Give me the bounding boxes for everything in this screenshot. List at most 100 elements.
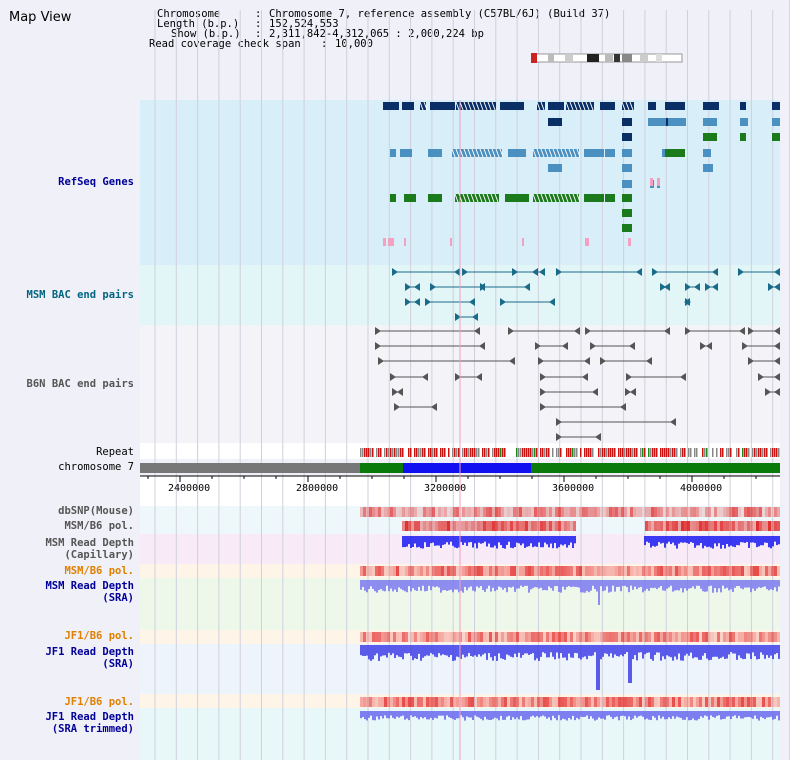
depth-bin xyxy=(368,645,370,660)
jf1-b6-pol-trim-label[interactable]: JF1/B6 pol. xyxy=(64,696,134,708)
polymorphism-bin xyxy=(375,566,378,576)
depth-bin xyxy=(744,645,746,659)
depth-bin xyxy=(686,536,688,543)
polymorphism-bin xyxy=(474,632,477,642)
repeat-element xyxy=(664,448,666,457)
ideogram-centromere xyxy=(531,53,537,63)
polymorphism-bin xyxy=(678,697,681,707)
b6n-bac-label[interactable]: B6N BAC end pairs xyxy=(26,378,134,390)
polymorphism-bin xyxy=(648,521,651,531)
polymorphism-bin xyxy=(705,521,708,531)
polymorphism-bin xyxy=(498,507,501,517)
refseq-genes-label[interactable]: RefSeq Genes xyxy=(58,176,134,188)
polymorphism-bin xyxy=(411,566,414,576)
depth-bin xyxy=(666,645,668,656)
polymorphism-bin xyxy=(642,566,645,576)
repeat-element xyxy=(694,448,696,457)
jf1-read-depth-sra-label[interactable]: JF1 Read Depth (SRA) xyxy=(45,646,134,670)
jf1-b6-pol-label[interactable]: JF1/B6 pol. xyxy=(64,630,134,642)
depth-bin xyxy=(412,645,414,661)
polymorphism-bin xyxy=(444,632,447,642)
polymorphism-bin xyxy=(711,507,714,517)
vertical-scrollbar[interactable] xyxy=(789,0,800,760)
depth-bin xyxy=(544,536,546,543)
gene-exon xyxy=(404,194,416,202)
repeat-element xyxy=(742,448,744,457)
depth-bin xyxy=(444,580,446,591)
jf1-read-depth-trim-label[interactable]: JF1 Read Depth (SRA trimmed) xyxy=(45,711,134,735)
polymorphism-bin xyxy=(603,566,606,576)
repeat-element xyxy=(370,448,372,457)
polymorphism-bin xyxy=(438,697,441,707)
gene-hatch xyxy=(621,101,626,111)
polymorphism-bin xyxy=(474,566,477,576)
depth-bin xyxy=(434,711,436,718)
depth-bin xyxy=(548,580,550,587)
msm-bac-label[interactable]: MSM BAC end pairs xyxy=(26,289,134,301)
polymorphism-bin xyxy=(588,507,591,517)
depth-bin xyxy=(726,580,728,588)
polymorphism-bin xyxy=(510,507,513,517)
depth-bin xyxy=(490,580,492,592)
depth-bin xyxy=(568,536,570,546)
depth-bin xyxy=(766,711,768,718)
polymorphism-bin xyxy=(543,632,546,642)
polymorphism-bin xyxy=(744,697,747,707)
polymorphism-bin xyxy=(444,507,447,517)
polymorphism-bin xyxy=(462,507,465,517)
depth-bin xyxy=(510,711,512,720)
depth-bin xyxy=(370,580,372,587)
polymorphism-bin xyxy=(684,507,687,517)
dbsnp-label[interactable]: dbSNP(Mouse) xyxy=(58,505,134,517)
bac-end xyxy=(375,327,381,335)
depth-bin xyxy=(702,711,704,718)
polymorphism-bin xyxy=(411,697,414,707)
ideogram-band xyxy=(614,54,620,62)
polymorphism-bin xyxy=(627,632,630,642)
polymorphism-bin xyxy=(486,632,489,642)
polymorphism-bin xyxy=(660,697,663,707)
repeat-element xyxy=(618,448,620,457)
polymorphism-bin xyxy=(597,566,600,576)
polymorphism-bin xyxy=(432,566,435,576)
bac-end xyxy=(476,373,482,381)
polymorphism-bin xyxy=(744,507,747,517)
depth-bin xyxy=(728,645,730,655)
polymorphism-bin xyxy=(714,632,717,642)
depth-bin xyxy=(542,536,544,548)
polymorphism-bin xyxy=(480,507,483,517)
depth-bin xyxy=(462,580,464,593)
depth-bin xyxy=(710,580,712,586)
polymorphism-bin xyxy=(732,521,735,531)
polymorphism-bin xyxy=(654,521,657,531)
repeat-element xyxy=(608,448,610,457)
polymorphism-bin xyxy=(591,697,594,707)
polymorphism-bin xyxy=(426,521,429,531)
repeat-element xyxy=(586,448,588,457)
msm-read-depth-sra-label[interactable]: MSM Read Depth (SRA) xyxy=(45,580,134,604)
polymorphism-bin xyxy=(603,507,606,517)
msm-b6-pol-sra-label[interactable]: MSM/B6 pol. xyxy=(64,565,134,577)
msm-read-depth-cap-label[interactable]: MSM Read Depth (Capillary) xyxy=(45,537,134,561)
polymorphism-bin xyxy=(408,632,411,642)
msm-b6-pol-cap-label[interactable]: MSM/B6 pol. xyxy=(64,520,134,532)
bac-end xyxy=(574,327,580,335)
gene-exon xyxy=(622,224,632,232)
polymorphism-bin xyxy=(537,632,540,642)
gene-exon xyxy=(740,102,746,110)
depth-bin xyxy=(572,536,574,549)
polymorphism-bin xyxy=(699,566,702,576)
repeat-element xyxy=(532,448,534,457)
polymorphism-bin xyxy=(681,566,684,576)
depth-bin xyxy=(470,645,472,656)
polymorphism-bin xyxy=(477,521,480,531)
depth-bin xyxy=(586,645,588,660)
depth-bin xyxy=(738,580,740,587)
depth-bin xyxy=(700,711,702,717)
depth-bin xyxy=(446,536,448,543)
bac-end xyxy=(774,373,780,381)
gene-hatch xyxy=(483,148,488,158)
depth-bin xyxy=(444,536,446,545)
depth-bin xyxy=(460,580,462,591)
